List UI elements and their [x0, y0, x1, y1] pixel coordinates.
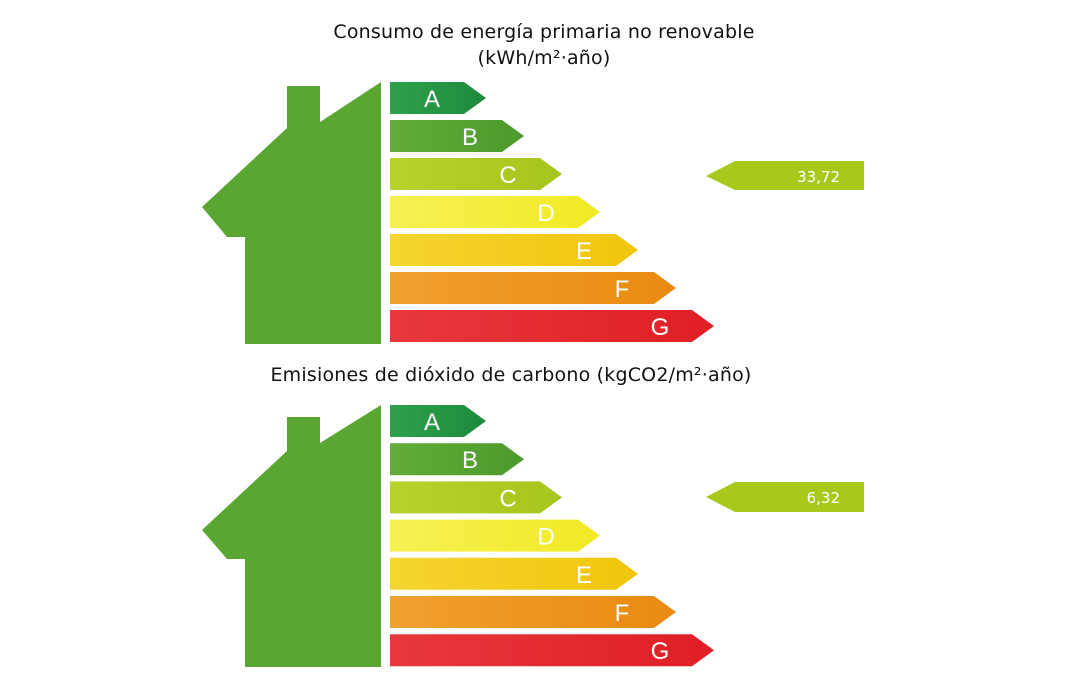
band-letter-e: E — [576, 238, 592, 265]
panel-1-unit: (kWh/m²·año) — [477, 47, 611, 69]
band-letter-b: B — [462, 124, 478, 151]
panel-1-title: Consumo de energía primaria no renovable — [333, 21, 755, 43]
band-a — [390, 82, 486, 114]
band-g — [390, 634, 714, 667]
band-letter-f: F — [615, 600, 630, 627]
band-letter-c: C — [499, 485, 516, 512]
band-letter-d: D — [537, 524, 554, 551]
band-f — [390, 596, 676, 628]
band-f — [390, 272, 676, 304]
band-a — [390, 405, 486, 437]
indicator-value: 33,72 — [797, 168, 840, 186]
band-e — [390, 557, 638, 590]
band-b — [390, 120, 524, 152]
band-letter-a: A — [424, 86, 440, 113]
band-letter-f: F — [615, 276, 630, 303]
panel-2-title: Emisiones de dióxido de carbono (kgCO2/m… — [270, 364, 752, 386]
band-letter-g: G — [651, 314, 670, 341]
band-b — [390, 443, 524, 476]
band-letter-e: E — [576, 562, 592, 589]
band-letter-c: C — [499, 162, 516, 189]
band-c — [390, 481, 562, 514]
rating-arrow-icon: 6,32 — [706, 482, 864, 512]
rating-arrow-icon: 33,72 — [706, 161, 864, 190]
house-icon — [202, 82, 381, 344]
band-d — [390, 519, 600, 552]
band-d — [390, 196, 600, 228]
house-icon — [202, 405, 381, 667]
band-e — [390, 234, 638, 266]
band-letter-d: D — [537, 200, 554, 227]
band-letter-b: B — [462, 447, 478, 474]
band-c — [390, 158, 562, 190]
band-letter-g: G — [651, 638, 670, 665]
band-letter-a: A — [424, 409, 440, 436]
band-g — [390, 310, 714, 342]
indicator-value: 6,32 — [807, 489, 840, 507]
